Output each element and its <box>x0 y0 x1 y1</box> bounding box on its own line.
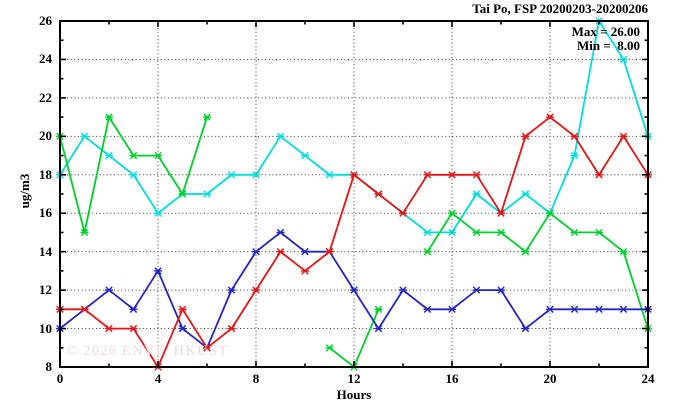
x-tick-label: 24 <box>641 371 655 386</box>
x-tick-label: 4 <box>154 371 162 386</box>
series-red <box>56 113 652 371</box>
y-tick-label: 18 <box>39 167 52 182</box>
y-tick-label: 12 <box>39 282 52 297</box>
series-green <box>56 113 652 371</box>
y-tick-label: 20 <box>39 128 52 143</box>
x-tick-label: 16 <box>445 371 459 386</box>
x-tick-label: 12 <box>347 371 361 386</box>
min-annotation: Min = 8.00 <box>576 38 640 53</box>
y-tick-label: 22 <box>39 90 52 105</box>
x-tick-label: 8 <box>252 371 260 386</box>
watermark: © 2026 ENVF, HKUST <box>66 343 229 359</box>
y-tick-label: 16 <box>39 205 52 220</box>
series-markers-green <box>56 113 652 371</box>
gridlines <box>60 21 648 367</box>
chart-title: Tai Po, FSP 20200203-20200206 <box>472 1 648 16</box>
y-tick-label: 26 <box>39 13 52 28</box>
x-tick-label: 0 <box>56 371 64 386</box>
y-tick-label: 10 <box>39 321 52 336</box>
y-axis-title: ug/m3 <box>17 173 32 209</box>
series-line-cyan <box>59 18 649 234</box>
y-tick-label: 24 <box>39 51 52 66</box>
series-markers-red <box>56 113 652 371</box>
x-tick-label: 20 <box>543 371 557 386</box>
x-axis-title: Hours <box>336 387 372 402</box>
axis-ticks <box>59 20 649 368</box>
max-annotation: Max = 26.00 <box>571 24 640 39</box>
series-blue <box>56 228 652 352</box>
y-tick-label: 8 <box>45 359 53 374</box>
y-tick-label: 14 <box>39 244 52 259</box>
